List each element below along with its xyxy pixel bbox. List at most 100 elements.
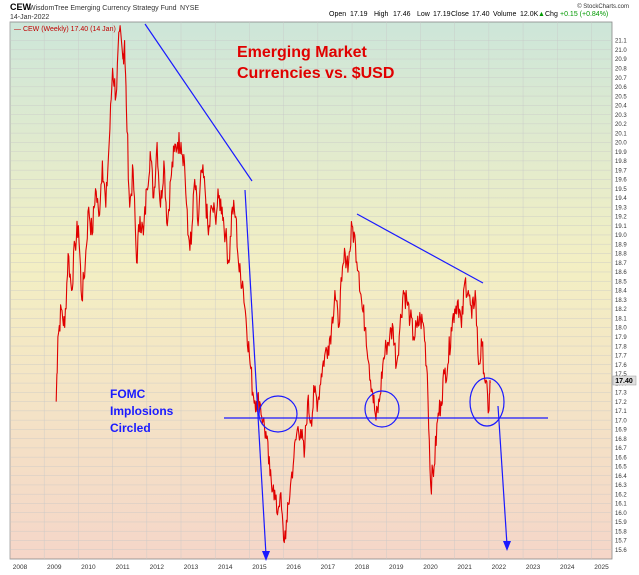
annotation-note-line1: FOMC — [110, 387, 146, 401]
y-axis: 15.6 15.7 15.8 15.9 16.0 16.1 16.2 16.3 16.4 16.5… — [615, 39, 627, 554]
y-tick-label: 18.4 — [615, 289, 627, 295]
header-fund-name: WisdomTree Emerging Currency Strategy Fu… — [29, 5, 177, 12]
y-tick-label: 20.3 — [615, 113, 627, 119]
fomc-circle-2022 — [469, 377, 505, 427]
series-line-cew — [55, 25, 491, 544]
y-tick-label: 17.5 — [615, 372, 627, 378]
y-tick-label: 16.5 — [615, 465, 627, 471]
y-tick-label: 18.6 — [615, 270, 627, 276]
y-tick-label: 16.4 — [615, 474, 627, 480]
y-tick-label: 15.9 — [615, 520, 627, 526]
y-tick-label: 20.6 — [615, 85, 627, 91]
y-tick-label: 19.8 — [615, 159, 627, 165]
x-tick-label: 2013 — [184, 564, 199, 571]
header-symbol: CEW — [10, 2, 32, 12]
brand-label: © StockCharts.com — [577, 3, 629, 10]
trendline-2011-2014 — [144, 23, 253, 182]
annotation-note-line2: Implosions — [110, 404, 174, 418]
header-volume-value: 12.0K — [520, 11, 539, 18]
header-low-label: Low — [417, 11, 431, 18]
header-low-value: 17.19 — [433, 11, 451, 18]
legend-label: — CEW (Weekly) 17.40 (14 Jan) — [14, 26, 116, 33]
y-tick-label: 16.2 — [615, 492, 627, 498]
header-close-label: Close — [451, 11, 469, 18]
arrow-head-icon — [503, 541, 511, 551]
y-tick-label: 18.8 — [615, 252, 627, 258]
header-open-value: 17.19 — [350, 11, 368, 18]
y-tick-label: 21.0 — [615, 48, 627, 54]
trend-annotations — [144, 23, 548, 556]
y-tick-label: 19.4 — [615, 196, 627, 202]
y-tick-label: 17.0 — [615, 418, 627, 424]
fomc-circle-2018 — [364, 390, 400, 428]
y-tick-label: 15.8 — [615, 529, 627, 535]
y-tick-label: 20.2 — [615, 122, 627, 128]
x-tick-label: 2011 — [116, 564, 130, 571]
trendline-2018-2021 — [356, 213, 484, 284]
header-high-label: High — [374, 11, 389, 18]
price-badge-bg — [612, 375, 637, 386]
x-tick-label: 2014 — [218, 564, 233, 571]
x-tick-label: 2016 — [286, 564, 301, 571]
grid-lines — [9, 22, 612, 559]
price-badge: 17.40 — [615, 378, 633, 385]
y-tick-label: 18.9 — [615, 242, 627, 248]
x-tick-label: 2021 — [457, 564, 472, 571]
x-tick-label: 2012 — [150, 564, 165, 571]
y-tick-label: 20.1 — [615, 131, 627, 137]
y-tick-label: 19.5 — [615, 187, 627, 193]
x-axis: 2008 2009 2010 2011 2012 2013 2014 2015 2016 2017… — [13, 564, 609, 571]
y-tick-label: 19.9 — [615, 150, 627, 156]
y-tick-label: 17.8 — [615, 344, 627, 350]
x-tick-label: 2025 — [594, 564, 609, 571]
arrow-head-icon — [262, 551, 270, 561]
drop-arrow-2022-shaft — [497, 405, 508, 546]
annotation-title-line1: Emerging Market — [237, 44, 367, 61]
y-tick-label: 16.7 — [615, 446, 627, 452]
y-tick-label: 17.1 — [615, 409, 627, 415]
header-high-value: 17.46 — [393, 11, 411, 18]
x-tick-label: 2023 — [526, 564, 541, 571]
y-tick-label: 16.9 — [615, 428, 627, 434]
y-tick-label: 16.1 — [615, 502, 627, 508]
up-arrow-icon: ▲ — [538, 11, 545, 18]
y-tick-label: 16.3 — [615, 483, 627, 489]
y-tick-label: 18.3 — [615, 298, 627, 304]
header-volume-label: Volume — [493, 11, 516, 18]
x-tick-label: 2017 — [321, 564, 336, 571]
y-tick-label: 18.2 — [615, 307, 627, 313]
y-tick-label: 20.5 — [615, 94, 627, 100]
header-date: 14-Jan-2022 — [10, 14, 49, 21]
y-tick-label: 20.4 — [615, 104, 627, 110]
y-tick-label: 17.9 — [615, 335, 627, 341]
header-chg-label: Chg — [545, 11, 558, 18]
y-tick-label: 17.2 — [615, 400, 627, 406]
annotation-title-line2: Currencies vs. $USD — [237, 65, 394, 82]
y-tick-label: 20.8 — [615, 66, 627, 72]
x-tick-label: 2018 — [355, 564, 370, 571]
y-tick-label: 16.0 — [615, 511, 627, 517]
y-tick-label: 19.0 — [615, 233, 627, 239]
x-tick-label: 2015 — [252, 564, 267, 571]
y-tick-label: 17.3 — [615, 391, 627, 397]
x-tick-label: 2022 — [492, 564, 507, 571]
y-tick-label: 21.1 — [615, 39, 627, 45]
header-exchange: NYSE — [180, 5, 199, 12]
y-tick-label: 18.5 — [615, 279, 627, 285]
x-tick-label: 2024 — [560, 564, 575, 571]
y-tick-label: 19.3 — [615, 205, 627, 211]
y-tick-label: 15.7 — [615, 539, 627, 545]
y-tick-label: 20.7 — [615, 76, 627, 82]
x-tick-label: 2009 — [47, 564, 62, 571]
y-tick-label: 18.1 — [615, 316, 627, 322]
y-tick-label: 18.7 — [615, 261, 627, 267]
y-tick-label: 20.0 — [615, 141, 627, 147]
y-tick-label: 19.2 — [615, 215, 627, 221]
y-tick-label: 17.6 — [615, 363, 627, 369]
x-tick-label: 2020 — [423, 564, 438, 571]
header-chg-value: +0.15 (+0.84%) — [560, 11, 608, 18]
y-tick-label: 19.6 — [615, 178, 627, 184]
y-tick-label: 19.1 — [615, 224, 627, 230]
header-open-label: Open — [329, 11, 346, 18]
